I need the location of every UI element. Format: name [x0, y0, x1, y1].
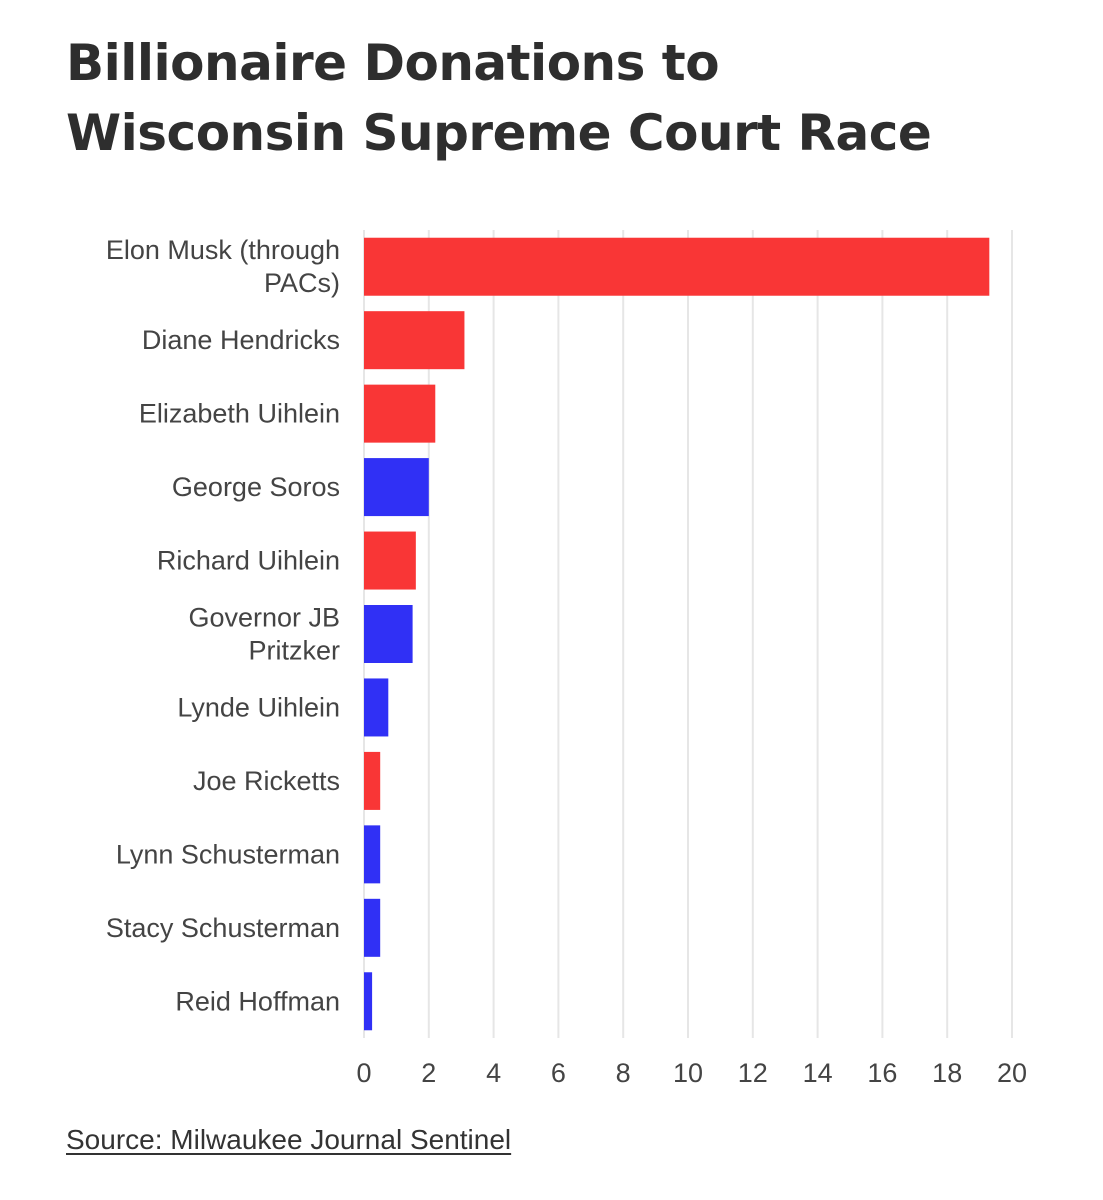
- x-tick-label-4: 4: [486, 1058, 501, 1088]
- bar-2[interactable]: [364, 311, 465, 370]
- category-label-line: Lynn Schusterman: [116, 839, 340, 869]
- category-label-line: Elizabeth Uihlein: [139, 399, 340, 429]
- category-label-line: Richard Uihlein: [157, 546, 340, 576]
- bar-chart: 0 2 4 6 8 10 12 14 16 18 20 Elon Musk (through PACs)…: [106, 230, 1027, 1088]
- bar-1[interactable]: [364, 237, 990, 296]
- category-label-line: Pritzker: [248, 636, 340, 666]
- category-label-10: Stacy Schusterman: [106, 913, 340, 943]
- x-tick-label-10: 10: [673, 1058, 703, 1088]
- chart-title-line-1: Billionaire Donations to: [66, 34, 720, 92]
- bar-10[interactable]: [364, 898, 381, 957]
- category-label-line: Elon Musk (through: [106, 235, 340, 265]
- category-label-line: George Soros: [172, 472, 340, 502]
- chart-title-line-2: Wisconsin Supreme Court Race: [66, 104, 932, 162]
- category-label-3: Elizabeth Uihlein: [139, 399, 340, 429]
- x-tick-label-6: 6: [551, 1058, 566, 1088]
- bar-9[interactable]: [364, 825, 381, 884]
- x-tick-label-0: 0: [356, 1058, 371, 1088]
- chart-title: Billionaire Donations to Wisconsin Supre…: [66, 28, 1046, 168]
- bar-6[interactable]: [364, 605, 413, 663]
- x-tick-label-8: 8: [616, 1058, 631, 1088]
- category-label-7: Lynde Uihlein: [177, 692, 340, 722]
- category-label-line: Governor JB: [188, 603, 340, 633]
- x-tick-label-18: 18: [932, 1058, 962, 1088]
- x-tick-label-16: 16: [867, 1058, 897, 1088]
- x-tick-label-2: 2: [421, 1058, 436, 1088]
- bar-3[interactable]: [364, 384, 436, 443]
- category-label-line: Diane Hendricks: [142, 325, 340, 355]
- category-label-2: Diane Hendricks: [142, 325, 340, 355]
- category-label-line: Stacy Schusterman: [106, 913, 340, 943]
- category-label-5: Richard Uihlein: [157, 546, 340, 576]
- category-label-line: PACs): [264, 268, 340, 298]
- category-label-9: Lynn Schusterman: [116, 839, 340, 869]
- category-label-11: Reid Hoffman: [175, 986, 340, 1016]
- category-label-4: George Soros: [172, 472, 340, 502]
- x-tick-label-20: 20: [997, 1058, 1027, 1088]
- bar-4[interactable]: [364, 458, 429, 517]
- x-tick-label-14: 14: [803, 1058, 833, 1088]
- bar-8[interactable]: [364, 751, 381, 810]
- category-label-line: Lynde Uihlein: [177, 692, 340, 722]
- source-note: Source: Milwaukee Journal Sentinel: [66, 1124, 512, 1155]
- category-label-line: Joe Ricketts: [193, 766, 340, 796]
- category-label-1: Elon Musk (through PACs): [106, 235, 340, 298]
- bar-11[interactable]: [364, 972, 373, 1031]
- bar-7[interactable]: [364, 678, 389, 737]
- x-tick-label-12: 12: [738, 1058, 768, 1088]
- category-label-line: Reid Hoffman: [175, 986, 340, 1016]
- category-label-8: Joe Ricketts: [193, 766, 340, 796]
- bar-5[interactable]: [364, 531, 416, 590]
- category-label-6: Governor JB Pritzker: [188, 603, 340, 666]
